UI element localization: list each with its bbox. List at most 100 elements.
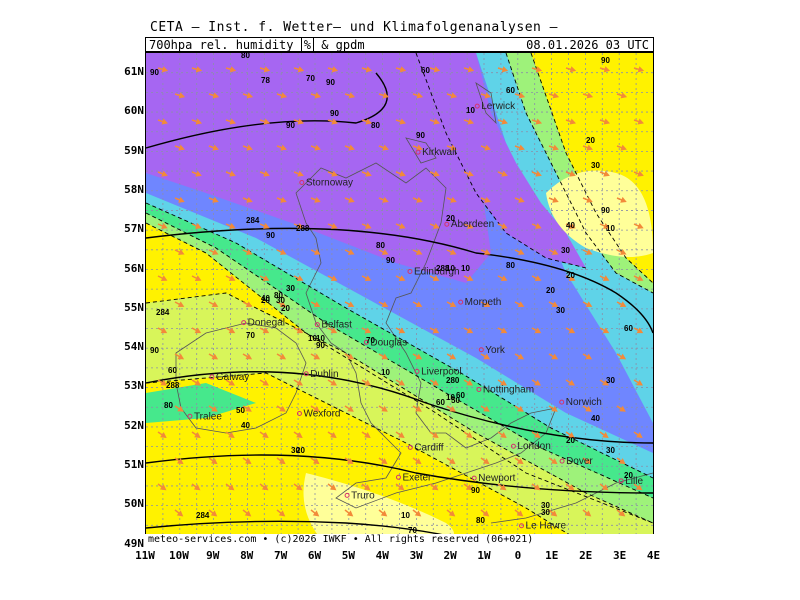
wind-arrow [463,170,474,177]
city-label: Newport [478,473,515,484]
contour-value-label: 10 [606,224,615,233]
map-canvas: Lerwick Kirkwall Stornoway Aberdeen Edinburg… [146,53,653,545]
contour-value-label: 90 [330,109,339,118]
city-label: Edinburgh [414,266,460,277]
wind-arrow [412,457,422,465]
wind-arrow [446,405,456,412]
contour-value-label: 60 [436,398,445,407]
wind-arrow [344,301,355,308]
latitude-tick-label: 51N [124,458,144,471]
contour-value-label: 10 [466,106,475,115]
wind-arrow [157,66,169,73]
wind-arrow [259,275,270,281]
wind-arrow [497,483,507,491]
wind-arrow [208,144,219,151]
city-marker: Dublin [303,369,339,380]
wind-arrow [361,66,373,73]
contour-value-label: 288 [166,381,180,390]
wind-arrow [242,405,252,412]
city-marker: Norwich [559,397,602,408]
contour-value-label: 20 [586,136,595,145]
wind-arrow [565,222,576,229]
wind-arrow [480,92,492,99]
city-label: Norwich [566,397,602,408]
wind-arrow [378,249,389,255]
wind-arrow [480,405,490,412]
wind-arrow [225,222,236,229]
contour-value-label: 90 [316,341,325,350]
wind-arrow [531,118,543,125]
rh-contour-3 [146,222,653,524]
wind-arrow [344,509,354,517]
contour-value-label: 90 [150,68,159,77]
city-label: Dover [566,456,593,467]
longitude-tick-label: 3E [612,549,627,562]
contour-value-label: 40 [591,414,600,423]
wind-arrow [633,379,643,386]
wind-arrow [599,379,609,386]
city-marker: Exeter [395,472,432,483]
wind-arrow [174,509,184,517]
contour-value-label: 80 [376,241,385,250]
wind-arrow [208,92,220,99]
city-label: Dublin [310,369,338,380]
wind-arrow [616,249,627,255]
city-marker: Cardiff [407,442,444,453]
wind-arrow [225,483,235,491]
wind-arrow [429,431,439,438]
contour-value-label: 30 [606,376,615,385]
wind-arrow [276,457,286,465]
contour-value-label: 70 [306,74,315,83]
contour-value-label: 90 [471,486,480,495]
rh-contour-5 [146,372,587,545]
wind-arrow [157,483,167,491]
contour-value-label: 10 [401,511,410,520]
wind-arrow [259,483,269,491]
contour-value-label: 30 [606,446,615,455]
wind-arrow [208,249,219,255]
contour-value-label: 20 [566,436,575,445]
latitude-tick-label: 50N [124,497,144,511]
city-label: Donegal [248,318,285,329]
wind-arrow [327,327,338,334]
contour-value-label: 60 [506,86,515,95]
wind-arrow [548,405,558,412]
wind-arrow [548,353,559,360]
wind-arrow [310,144,321,151]
wind-arrow [616,144,627,151]
wind-arrow [276,196,287,203]
contour-value-label: 90 [601,206,610,215]
wind-arrow [463,327,474,334]
wind-arrow [191,170,202,177]
contour-value-label: 30 [276,296,285,305]
contour-value-label: 10 [446,393,455,402]
wind-arrow [157,222,168,229]
city-marker: Belfast [314,320,352,331]
city-label: Kirkwall [422,147,456,158]
city-marker: Lille [618,476,643,487]
wind-arrow [446,92,458,99]
wind-arrow [174,457,184,465]
contour-value-label: 280 [446,376,460,385]
wind-arrow [395,222,406,229]
wind-arrow [242,249,253,255]
wind-arrow [242,144,253,151]
wind-arrow [514,301,525,308]
wind-arrow [378,457,388,465]
rh-contour-6 [505,53,653,294]
longitude-tick-label: 7W [273,549,288,562]
latitude-tick-label: 57N [124,222,144,236]
wind-arrow [242,196,253,203]
wind-arrow [429,66,441,73]
wind-arrow [293,483,303,491]
wind-arrow [582,405,592,412]
city-marker: Newport [471,473,516,484]
contour-value-label: 90 [326,78,335,87]
wind-arrow [548,144,559,151]
rh-contour-4 [146,292,653,524]
wind-arrow [463,118,475,125]
wind-arrow [276,353,287,360]
city-marker: London [510,441,551,452]
gpdm-line-middle [146,227,653,334]
wind-arrow [565,170,576,177]
